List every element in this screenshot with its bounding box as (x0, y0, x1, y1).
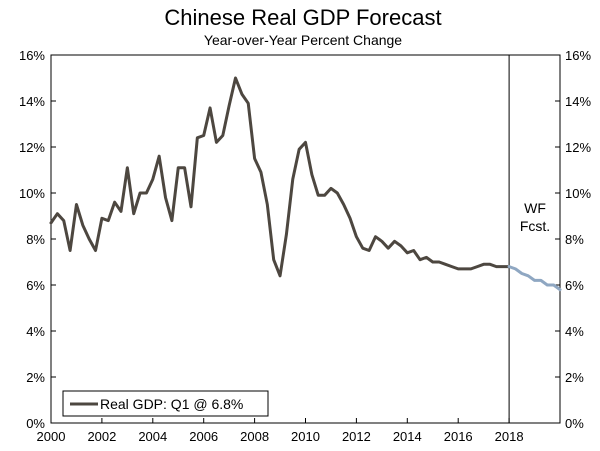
y-tick-label-right: 10% (565, 186, 591, 201)
legend-label: Real GDP: Q1 @ 6.8% (100, 396, 243, 412)
x-tick-label: 2012 (342, 429, 371, 444)
y-tick-label-right: 12% (565, 140, 591, 155)
forecast-series-line (507, 265, 562, 292)
y-tick-label-left: 12% (19, 140, 45, 155)
y-tick-label-left: 16% (19, 48, 45, 63)
y-tick-label-right: 0% (565, 416, 584, 431)
y-tick-label-right: 2% (565, 370, 584, 385)
y-tick-label-right: 6% (565, 278, 584, 293)
x-tick-label: 2002 (87, 429, 116, 444)
y-tick-label-left: 0% (26, 416, 45, 431)
forecast-label: WF Fcst. (520, 200, 550, 234)
y-tick-label-left: 14% (19, 94, 45, 109)
x-tick-label: 2004 (138, 429, 167, 444)
chart-subtitle: Year-over-Year Percent Change (204, 32, 402, 48)
chart-title: Chinese Real GDP Forecast (164, 5, 441, 30)
x-tick-label: 2018 (495, 429, 524, 444)
y-tick-label-right: 14% (565, 94, 591, 109)
tick-labels: 0% 0% 2% 2% 4% 4% 6% 6% 8% 8% 10% 10% 12% 12% 14% 14% 16… (19, 48, 591, 444)
x-tick-label: 2006 (189, 429, 218, 444)
y-tick-label-right: 8% (565, 232, 584, 247)
y-tick-label-left: 4% (26, 324, 45, 339)
y-tick-label-right: 16% (565, 48, 591, 63)
forecast-label-line-2: Fcst. (520, 218, 550, 234)
x-tick-label: 2000 (37, 429, 66, 444)
real-gdp-series-line (49, 76, 511, 278)
y-tick-label-right: 4% (565, 324, 584, 339)
y-tick-label-left: 2% (26, 370, 45, 385)
axes (50, 54, 561, 424)
plot-frame (50, 54, 561, 424)
x-tick-label: 2008 (240, 429, 269, 444)
y-tick-label-left: 10% (19, 186, 45, 201)
x-tick-label: 2016 (444, 429, 473, 444)
legend: Real GDP: Q1 @ 6.8% (62, 390, 269, 417)
series-lines (49, 76, 562, 292)
y-tick-label-left: 8% (26, 232, 45, 247)
y-tick-label-left: 6% (26, 278, 45, 293)
x-tick-label: 2010 (291, 429, 320, 444)
x-tick-label: 2014 (393, 429, 422, 444)
forecast-label-line-1: WF (524, 200, 546, 216)
